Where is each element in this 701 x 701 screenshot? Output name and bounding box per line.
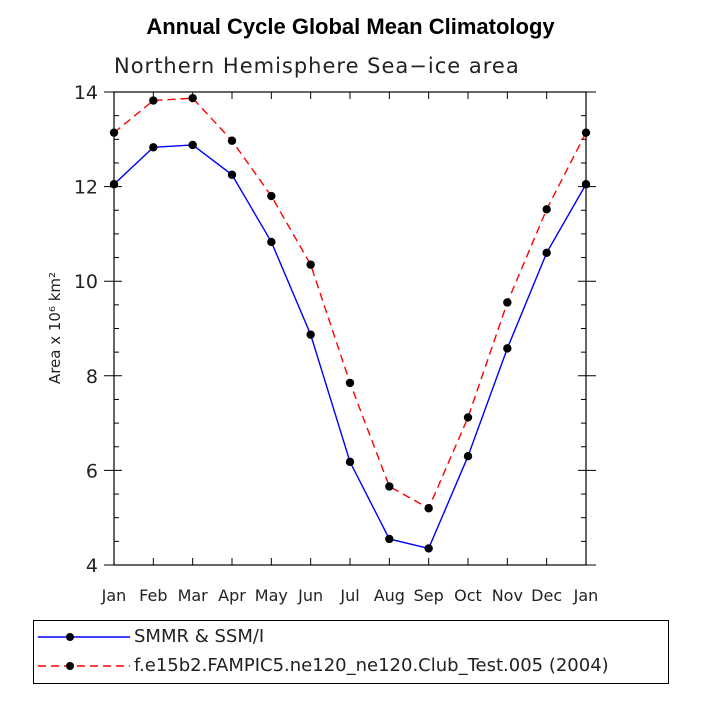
- y-tick-label: 12: [74, 177, 98, 199]
- x-tick-label: Apr: [218, 586, 246, 605]
- data-point-s0-3: [227, 170, 237, 179]
- x-tick-label: Nov: [492, 586, 523, 605]
- data-point-s1-0: [109, 128, 119, 137]
- data-point-s0-6: [345, 457, 355, 467]
- x-tick-label: Mar: [178, 586, 209, 605]
- data-point-s1-11: [542, 205, 551, 214]
- legend-swatch-1: [38, 662, 130, 670]
- legend-entry-0: SMMR & SSM/I: [34, 624, 668, 652]
- data-point-s0-12: [581, 180, 591, 189]
- data-point-s1-1: [149, 96, 158, 105]
- y-tick-label: 8: [86, 366, 98, 388]
- data-point-s1-3: [227, 136, 237, 145]
- data-point-s1-5: [306, 260, 315, 269]
- data-point-s1-10: [503, 298, 512, 307]
- y-tick-labels: 4 6 8 10 12 14: [74, 82, 98, 577]
- data-point-s0-11: [542, 248, 551, 258]
- data-point-s0-7: [385, 534, 394, 544]
- x-tick-label: Jan: [101, 586, 127, 605]
- data-point-s1-4: [267, 191, 276, 201]
- x-tick-label: Sep: [414, 586, 444, 605]
- data-point-s0-2: [188, 140, 197, 150]
- x-tick-label: Dec: [531, 586, 562, 605]
- data-point-s0-0: [109, 180, 119, 189]
- data-point-s0-9: [463, 452, 473, 461]
- chart-subtitle: Northern Hemisphere Sea−ice area: [114, 54, 520, 78]
- series-lines: [109, 93, 591, 553]
- x-tick-label: Aug: [374, 586, 405, 605]
- data-point-s0-10: [503, 344, 512, 353]
- legend-label-0: SMMR & SSM/I: [134, 626, 265, 647]
- data-point-s1-8: [424, 504, 433, 513]
- series-line-0: [113, 144, 587, 550]
- legend: SMMR & SSM/I f.e15b2.FAMPIC5.ne120_ne120…: [33, 620, 669, 684]
- data-point-s0-8: [424, 544, 433, 553]
- y-tick-label: 14: [74, 82, 98, 104]
- x-tick-label: May: [255, 586, 288, 605]
- x-tick-labels: Jan Feb Mar Apr May Jun Jul Aug Sep Oct Nov Dec Jan: [101, 586, 599, 605]
- y-axis-title: Area x 10⁶ km²: [46, 272, 64, 384]
- y-tick-label: 4: [86, 555, 98, 577]
- x-tick-label: Jan: [573, 586, 599, 605]
- data-point-s1-2: [188, 93, 197, 103]
- data-point-s0-1: [149, 143, 158, 152]
- data-point-s0-5: [306, 330, 315, 339]
- chart-title: Annual Cycle Global Mean Climatology: [146, 14, 555, 39]
- data-point-s0-4: [267, 237, 276, 247]
- series-line-1: [113, 97, 587, 510]
- x-tick-label: Jun: [297, 586, 323, 605]
- plot-frame: [113, 91, 587, 566]
- legend-swatch-0: [38, 633, 130, 641]
- x-tick-label: Oct: [454, 586, 482, 605]
- data-point-s1-6: [345, 378, 355, 388]
- y-tick-label: 10: [74, 271, 98, 293]
- x-tick-label: Feb: [139, 586, 167, 605]
- data-point-s1-12: [581, 128, 591, 137]
- y-tick-label: 6: [86, 460, 98, 482]
- line-chart: 4 6 8 10 12 14 Jan Feb Mar Apr May Jun Jul Aug Sep Oct…: [46, 82, 599, 605]
- legend-entry-1: f.e15b2.FAMPIC5.ne120_ne120.Club_Test.00…: [34, 653, 668, 681]
- legend-label-1: f.e15b2.FAMPIC5.ne120_ne120.Club_Test.00…: [134, 655, 609, 676]
- data-point-s1-7: [385, 482, 394, 491]
- data-point-s1-9: [463, 413, 473, 422]
- axis-ticks: [104, 91, 596, 566]
- x-tick-label: Jul: [339, 586, 359, 605]
